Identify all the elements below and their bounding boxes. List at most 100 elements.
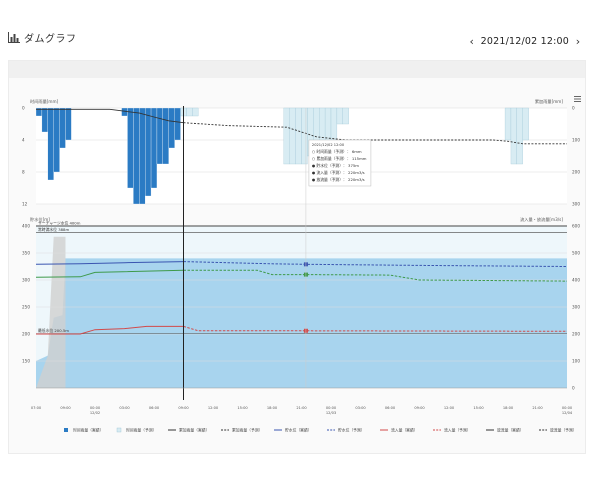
rain-actual-bar bbox=[121, 107, 128, 117]
legend-label: 累加雨量（予测） bbox=[232, 428, 262, 433]
tooltip-line: ○ 时间雨量（予测）： 6mm bbox=[312, 149, 362, 154]
x-tick-label: 18:00 bbox=[503, 406, 514, 410]
level-forecast-line bbox=[183, 269, 568, 282]
x-tick-label: 03:00 bbox=[355, 406, 366, 410]
outflow-actual-line bbox=[36, 325, 184, 335]
dam-y-tick-label: 250 bbox=[22, 305, 30, 310]
tooltip-box bbox=[308, 139, 372, 187]
x-tick-date-label: 12/03 bbox=[326, 411, 336, 415]
rain-actual-bar bbox=[150, 107, 158, 189]
legend-label: 放流量（実績） bbox=[497, 428, 524, 433]
x-tick-label: 09:00 bbox=[414, 406, 425, 410]
legend-label: 时间雨量（予测） bbox=[126, 428, 156, 433]
rain-forecast-bar bbox=[192, 107, 199, 117]
x-tick-label: 09:00 bbox=[60, 406, 71, 410]
dam-y2-tick-label: 100 bbox=[572, 359, 580, 364]
rain-forecast-bar bbox=[516, 107, 523, 165]
rain-forecast-bar bbox=[336, 107, 343, 125]
legend-label: 貯水位（予測） bbox=[338, 428, 365, 433]
annotation-label: 最低水位 200.5m bbox=[38, 328, 69, 333]
rain-actual-bar bbox=[47, 107, 54, 181]
cumulative-rain-forecast-line bbox=[183, 122, 567, 145]
tooltip-line: ● 貯水位（予測）： 375m bbox=[312, 163, 359, 168]
x-tick-label: 00:00 bbox=[326, 406, 337, 410]
dam-y2-tick-label: 0 bbox=[572, 386, 575, 391]
x-tick-date-label: 12/02 bbox=[90, 411, 100, 415]
x-tick-label: 15:00 bbox=[473, 406, 484, 410]
inflow-actual-line bbox=[35, 261, 184, 265]
x-tick-label: 07:00 bbox=[31, 406, 42, 410]
dam-y-axis-label: 貯水位[m] bbox=[30, 216, 50, 223]
rain-forecast-bar bbox=[283, 107, 290, 165]
rain-forecast-bar bbox=[289, 107, 296, 165]
dam-y-tick-label: 150 bbox=[22, 359, 30, 364]
x-tick-label: 09:00 bbox=[178, 406, 189, 410]
legend-label: 时间雨量（実績） bbox=[73, 428, 103, 433]
rain-forecast-bar bbox=[342, 107, 349, 125]
rain-actual-bar bbox=[168, 107, 175, 149]
rain-y2-axis-label: 累加雨量[mm] bbox=[535, 98, 564, 105]
dam-y2-tick-label: 400 bbox=[572, 278, 580, 283]
rain-forecast-bar bbox=[301, 107, 308, 165]
rain-forecast-bar bbox=[504, 107, 512, 141]
rain-y2-tick-label: 100 bbox=[572, 138, 580, 143]
header: ダムグラフ ‹ 2021/12/02 12:00 › bbox=[0, 0, 590, 56]
bar-chart-icon bbox=[8, 32, 20, 43]
current-date: 2021/12/02 12:00 bbox=[480, 35, 569, 47]
rain-actual-bar bbox=[65, 107, 72, 141]
rain-y2-tick-label: 0 bbox=[572, 106, 575, 111]
rain-actual-bar bbox=[59, 107, 66, 149]
actual-period-band bbox=[36, 236, 66, 388]
chart-panel-toolbar bbox=[9, 61, 585, 78]
legend-label: 流入量（予測） bbox=[444, 428, 471, 433]
inflow-forecast-line bbox=[183, 261, 568, 267]
rain-y-axis-label: 时间雨量[mm] bbox=[30, 98, 59, 105]
dam-y2-tick-label: 600 bbox=[572, 224, 580, 229]
dam-y-tick-label: 200 bbox=[22, 332, 30, 337]
rain-y2-tick-label: 300 bbox=[572, 202, 580, 207]
dam-y-tick-label: 350 bbox=[22, 251, 30, 256]
x-tick-label: 12:00 bbox=[444, 406, 455, 410]
storage-area bbox=[36, 258, 567, 388]
x-tick-label: 06:00 bbox=[385, 406, 396, 410]
dam-y2-tick-label: 300 bbox=[572, 305, 580, 310]
rain-actual-bar bbox=[139, 107, 146, 205]
x-tick-label: 06:00 bbox=[149, 406, 160, 410]
x-tick-label: 00:00 bbox=[562, 406, 573, 410]
rain-forecast-bar bbox=[510, 107, 518, 165]
rain-y-tick-label: 0 bbox=[22, 106, 25, 111]
legend-label: 累加雨量（実績） bbox=[179, 428, 209, 433]
rain-actual-bar bbox=[162, 107, 169, 165]
rain-forecast-bar bbox=[186, 107, 193, 117]
x-tick-label: 15:00 bbox=[237, 406, 248, 410]
x-tick-date-label: 12/04 bbox=[562, 411, 573, 415]
legend-label: 貯水位（実績） bbox=[285, 428, 312, 433]
outflow-forecast-line bbox=[183, 325, 568, 332]
legend-label: 放流量（予測） bbox=[550, 428, 577, 433]
menu-icon[interactable] bbox=[574, 96, 581, 102]
rain-y-tick-label: 4 bbox=[22, 138, 25, 143]
prev-date-button[interactable]: ‹ bbox=[469, 34, 474, 48]
tooltip-line: ● 放流量（予測）： 220m3/s bbox=[312, 177, 365, 182]
x-tick-label: 18:00 bbox=[267, 406, 278, 410]
dam-y2-axis-label: 流入量・放流量[m3/s] bbox=[520, 216, 563, 223]
legend-swatch bbox=[64, 428, 68, 432]
annotation-label: サーチャージ水位 400m bbox=[38, 221, 81, 226]
rain-actual-bar bbox=[174, 107, 181, 141]
level-actual-line bbox=[35, 269, 184, 278]
dam-y2-tick-label: 200 bbox=[572, 332, 580, 337]
rain-forecast-bar bbox=[330, 107, 338, 141]
rain-actual-bar bbox=[133, 107, 140, 205]
annotation-label: 常時満水位 388m bbox=[38, 227, 69, 232]
rain-y-tick-label: 12 bbox=[22, 202, 28, 207]
rain-forecast-bar bbox=[522, 107, 529, 141]
legend-label: 流入量（実績） bbox=[391, 428, 418, 433]
x-tick-label: 21:00 bbox=[296, 406, 307, 410]
title-wrap: ダムグラフ bbox=[8, 30, 77, 45]
rain-actual-bar bbox=[53, 107, 60, 173]
next-date-button[interactable]: › bbox=[575, 34, 581, 48]
dam-y-tick-label: 300 bbox=[22, 278, 30, 283]
tooltip-line: ● 流入量（予測）： 220m3/s bbox=[312, 170, 365, 175]
x-tick-label: 12:00 bbox=[208, 406, 219, 410]
